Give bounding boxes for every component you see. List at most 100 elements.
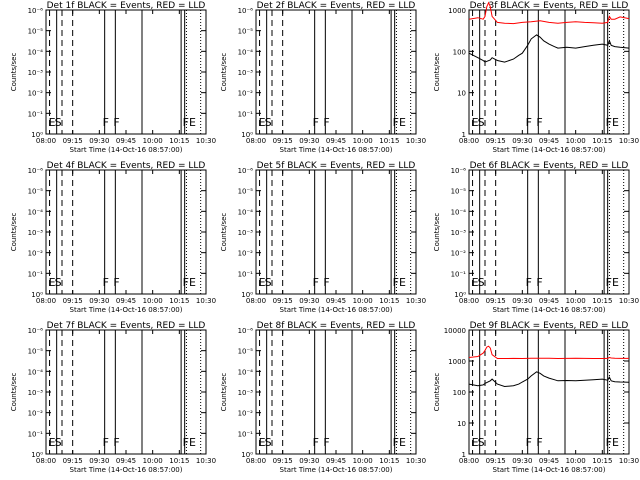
x-tick-label: 09:45	[116, 457, 136, 465]
x-tick-label: 10:00	[143, 457, 163, 465]
y-tick-label: 10⁻¹	[238, 110, 254, 118]
x-tick-label: 09:15	[273, 137, 293, 145]
panel-2: Det 2f BLACK = Events, RED = LLD 08:00 09:…	[220, 1, 426, 154]
x-tick-label: 09:15	[486, 297, 506, 305]
x-tick-label: 10:00	[143, 137, 163, 145]
x-tick-label: 09:15	[273, 297, 293, 305]
y-tick-label: 10⁻⁶	[28, 167, 44, 175]
x-axis-label: Start Time (14-Oct-16 08:57:00)	[280, 306, 393, 314]
x-tick-label: 10:15	[592, 137, 612, 145]
y-tick-label: 10⁻⁵	[451, 188, 467, 196]
event-marker-label: S	[478, 436, 485, 449]
x-tick-label: 09:45	[116, 137, 136, 145]
panel-title: Det 6f BLACK = Events, RED = LLD	[470, 161, 629, 171]
event-marker-label: FE	[183, 436, 196, 449]
x-tick-label: 10:30	[619, 297, 639, 305]
event-marker-label: F	[313, 276, 319, 289]
y-tick-label: 10⁻²	[28, 250, 44, 258]
x-tick-label: 08:00	[246, 457, 266, 465]
y-tick-label: 10⁻¹	[451, 270, 467, 278]
y-tick-label: 10⁻⁴	[28, 368, 44, 376]
x-axis-label: Start Time (14-Oct-16 08:57:00)	[70, 466, 183, 474]
x-tick-label: 10:30	[406, 297, 426, 305]
x-tick-label: 09:30	[89, 457, 109, 465]
y-tick-label: 10⁰	[454, 291, 466, 299]
y-tick-label: 10⁻³	[238, 389, 254, 397]
x-tick-label: 10:00	[566, 457, 586, 465]
x-tick-label: 10:15	[379, 457, 399, 465]
y-tick-label: 10⁻²	[238, 410, 254, 418]
event-marker-label: F	[103, 276, 109, 289]
event-marker-label: E	[49, 276, 56, 289]
event-marker-label: F	[536, 436, 542, 449]
panel-title: Det 1f BLACK = Events, RED = LLD	[47, 1, 206, 11]
series-line-2	[468, 345, 629, 360]
y-tick-label: 10⁻⁵	[238, 188, 254, 196]
y-tick-label: 10⁰	[31, 451, 43, 459]
event-marker-label: E	[259, 116, 266, 129]
y-tick-label: 10⁻³	[28, 229, 44, 237]
x-tick-label: 09:30	[89, 137, 109, 145]
x-tick-label: 09:30	[512, 137, 532, 145]
x-tick-label: 10:15	[592, 457, 612, 465]
x-tick-label: 09:15	[273, 457, 293, 465]
panel-6: Det 6f BLACK = Events, RED = LLD 08:00 09:…	[433, 161, 639, 314]
y-tick-label: 10	[457, 90, 466, 98]
panel-title: Det 9f BLACK = Events, RED = LLD	[470, 321, 629, 331]
x-tick-label: 08:00	[36, 457, 56, 465]
x-tick-label: 09:45	[539, 137, 559, 145]
x-tick-label: 10:00	[566, 297, 586, 305]
x-tick-label: 08:00	[246, 137, 266, 145]
y-tick-label: 10⁻⁴	[238, 208, 254, 216]
event-marker-label: F	[323, 276, 329, 289]
y-axis-label: Counts/sec	[433, 53, 441, 92]
y-tick-label: 10⁻⁵	[238, 348, 254, 356]
x-tick-label: 10:00	[353, 137, 373, 145]
panel-title: Det 7f BLACK = Events, RED = LLD	[47, 321, 206, 331]
x-tick-label: 10:30	[196, 297, 216, 305]
panel-7: Det 7f BLACK = Events, RED = LLD 08:00 09:…	[10, 321, 216, 474]
event-marker-label: FE	[393, 436, 406, 449]
x-tick-label: 08:00	[246, 297, 266, 305]
x-tick-label: 09:30	[512, 457, 532, 465]
x-tick-label: 10:15	[592, 297, 612, 305]
y-tick-label: 10⁻⁶	[238, 327, 254, 335]
x-axis-label: Start Time (14-Oct-16 08:57:00)	[70, 146, 183, 154]
x-axis-label: Start Time (14-Oct-16 08:57:00)	[493, 306, 606, 314]
y-tick-label: 10⁻⁶	[28, 7, 44, 15]
x-tick-label: 08:00	[459, 297, 479, 305]
x-tick-label: 09:15	[486, 137, 506, 145]
event-marker-label: FE	[606, 276, 619, 289]
event-marker-label: FE	[393, 276, 406, 289]
y-tick-label: 10⁻⁶	[28, 327, 44, 335]
x-tick-label: 09:30	[89, 297, 109, 305]
event-marker-label: FE	[183, 276, 196, 289]
event-marker-label: E	[49, 116, 56, 129]
y-tick-label: 10⁰	[241, 291, 253, 299]
event-marker-label: FE	[606, 436, 619, 449]
x-tick-label: 10:15	[379, 137, 399, 145]
event-marker-label: F	[526, 276, 532, 289]
y-axis-label: Counts/sec	[10, 213, 18, 252]
y-tick-label: 10⁻⁵	[28, 348, 44, 356]
y-tick-label: 10⁻⁴	[238, 48, 254, 56]
y-tick-label: 1000	[448, 7, 466, 15]
y-tick-label: 10⁻²	[28, 90, 44, 98]
event-marker-label: S	[265, 436, 272, 449]
y-tick-label: 10⁻¹	[28, 270, 44, 278]
x-tick-label: 08:00	[36, 137, 56, 145]
x-tick-label: 08:00	[459, 137, 479, 145]
event-marker-label: FE	[606, 116, 619, 129]
x-tick-label: 09:15	[486, 457, 506, 465]
y-axis-label: Counts/sec	[220, 373, 228, 412]
y-tick-label: 100	[453, 48, 466, 56]
event-marker-label: F	[526, 436, 532, 449]
panel-title: Det 4f BLACK = Events, RED = LLD	[47, 161, 206, 171]
event-marker-label: E	[472, 436, 479, 449]
x-tick-label: 10:00	[143, 297, 163, 305]
y-tick-label: 10⁻⁵	[28, 28, 44, 36]
y-tick-label: 1	[462, 451, 466, 459]
event-marker-label: F	[103, 116, 109, 129]
y-tick-label: 10⁻¹	[28, 430, 44, 438]
y-tick-label: 10⁻²	[451, 250, 467, 258]
